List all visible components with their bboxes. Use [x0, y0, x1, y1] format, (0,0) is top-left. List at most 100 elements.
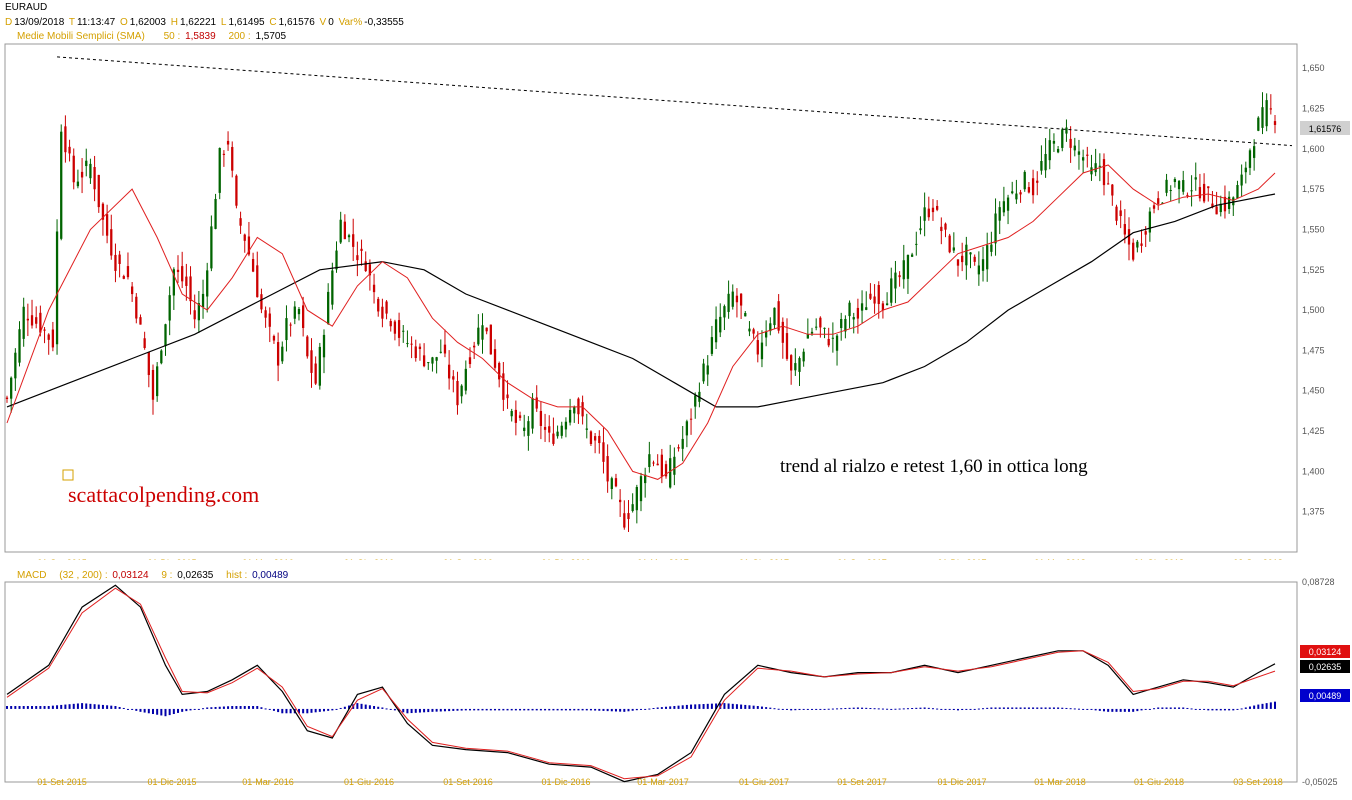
price-chart[interactable]: 1,650 1,625 1,600 1,575 1,550 1,525 1,500 1,475… — [0, 0, 1352, 560]
macd-histogram-bar — [1186, 707, 1189, 709]
candle — [685, 419, 689, 448]
macd-x-tick: 01-Dic-2017 — [937, 777, 986, 787]
macd-histogram-bar — [343, 706, 346, 709]
candle-body — [314, 363, 317, 384]
macd-histogram-bar — [702, 704, 705, 709]
candle-body — [164, 324, 167, 347]
macd-histogram-bar — [698, 704, 701, 709]
candle-body — [919, 228, 922, 231]
macd-histogram-bar — [335, 708, 338, 710]
macd-histogram-bar — [1182, 707, 1185, 709]
candle-body — [1119, 210, 1122, 217]
candle-body — [452, 376, 455, 380]
candle-body — [573, 407, 576, 414]
candle-body — [168, 295, 171, 321]
candle — [389, 318, 392, 332]
macd-histogram-bar — [89, 703, 92, 709]
macd-histogram-bar — [373, 706, 376, 709]
macd-histogram-bar — [1011, 707, 1014, 709]
candle-body — [1211, 203, 1214, 208]
macd-histogram-bar — [389, 708, 392, 710]
macd-histogram-bar — [648, 708, 651, 710]
candle-body — [560, 425, 563, 436]
macd-histogram-bar — [385, 708, 388, 710]
candle-body — [72, 155, 75, 183]
candle — [206, 262, 209, 313]
candle-body — [752, 329, 755, 334]
candle — [1257, 116, 1260, 132]
macd-histogram-bar — [168, 708, 171, 716]
macd-histogram-bar — [51, 705, 54, 709]
candle-body — [1081, 157, 1085, 161]
macd-histogram-bar — [548, 708, 551, 711]
candle-body — [744, 313, 747, 317]
candle-body — [981, 259, 985, 271]
candle — [218, 147, 221, 200]
candle-body — [235, 175, 238, 206]
candle — [785, 318, 789, 361]
candle — [22, 297, 25, 347]
macd-histogram-bar — [706, 703, 709, 709]
candle-body — [877, 284, 880, 305]
candle — [381, 298, 384, 328]
resistance-trendline[interactable] — [57, 56, 1293, 147]
macd-histogram-bar — [740, 704, 743, 709]
candle-body — [619, 499, 622, 503]
candle-body — [64, 126, 67, 153]
macd-histogram-bar — [477, 708, 480, 711]
candle-body — [906, 254, 910, 279]
candle-body — [1102, 159, 1106, 186]
macd-histogram-bar — [765, 707, 768, 709]
candle-body — [68, 146, 71, 154]
macd-histogram-bar — [56, 705, 59, 709]
candle — [1069, 126, 1072, 163]
macd-histogram-bar — [47, 706, 50, 709]
candle-body — [435, 357, 438, 361]
candle-body — [377, 298, 380, 312]
candle-body — [297, 309, 301, 315]
candle-body — [135, 296, 138, 319]
candle — [1036, 171, 1039, 196]
macd-badge-text: 0,03124 — [1309, 647, 1342, 657]
candle — [827, 327, 830, 348]
macd-histogram-bar — [1027, 707, 1030, 709]
macd-histogram-bar — [731, 703, 734, 709]
candle-body — [990, 244, 993, 252]
macd-histogram-bar — [289, 708, 292, 714]
candle-body — [702, 363, 705, 382]
macd-chart[interactable]: 0,08728 -0,05025 01-Set-2015 01-Dic-2015 01… — [0, 568, 1352, 800]
macd-histogram-bar — [569, 708, 572, 711]
candle-body — [331, 270, 334, 305]
candle — [773, 307, 776, 329]
macd-histogram-bar — [227, 706, 230, 709]
macd-histogram-bar — [473, 708, 476, 711]
macd-value: 0,03124 — [112, 570, 149, 581]
candle — [30, 299, 34, 329]
candle-body — [973, 256, 976, 262]
macd-histogram-bar — [1102, 708, 1105, 712]
candle — [414, 339, 417, 362]
macd-histogram-bar — [998, 707, 1001, 709]
candle-body — [552, 433, 555, 444]
candle-body — [714, 319, 718, 343]
macd-histogram-bar — [131, 708, 134, 710]
macd-histogram-bar — [1136, 708, 1139, 712]
candle-body — [956, 259, 960, 266]
candle — [377, 296, 380, 317]
high-value: 1,62221 — [179, 17, 217, 28]
macd-histogram-bar — [264, 708, 267, 710]
candle — [1248, 148, 1252, 176]
candle — [585, 413, 588, 439]
macd-histogram-bar — [927, 707, 930, 709]
candle — [339, 211, 342, 244]
candle — [356, 241, 359, 277]
candle-body — [910, 254, 914, 257]
candle-body — [994, 213, 997, 244]
macd-histogram-bar — [1090, 708, 1093, 710]
candle-body — [105, 214, 109, 236]
candle — [1269, 94, 1272, 115]
macd-histogram-bar — [781, 708, 784, 710]
candle-body — [614, 478, 618, 487]
signal-value: 0,02635 — [177, 570, 214, 581]
candle-body — [644, 474, 647, 484]
